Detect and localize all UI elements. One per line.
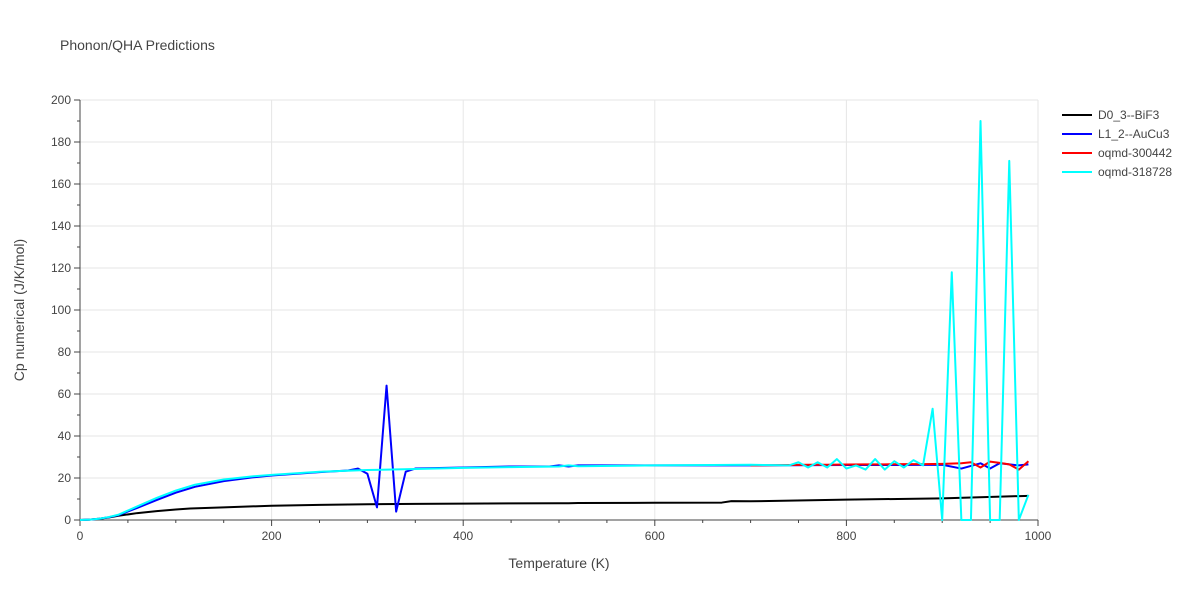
x-tick-label: 200 xyxy=(262,529,282,543)
y-tick-label: 80 xyxy=(58,345,72,359)
x-axis-title: Temperature (K) xyxy=(508,555,609,571)
y-tick-label: 20 xyxy=(58,471,72,485)
grid-layer xyxy=(80,99,1039,520)
y-tick-label: 140 xyxy=(51,219,71,233)
y-tick-label: 100 xyxy=(51,303,71,317)
axes-layer: 0 200 400 600 800 1000 0 20 40 60 80 100 120 140 160 18… xyxy=(51,93,1052,543)
legend-label: L1_2--AuCu3 xyxy=(1098,127,1170,141)
legend: D0_3--BiF3 L1_2--AuCu3 oqmd-300442 oqmd-318… xyxy=(1062,108,1172,179)
y-tick-label: 180 xyxy=(51,135,71,149)
legend-label: oqmd-300442 xyxy=(1098,146,1172,160)
y-tick-label: 60 xyxy=(58,387,72,401)
legend-item-d0-3-bif3[interactable]: D0_3--BiF3 xyxy=(1062,108,1160,122)
legend-item-oqmd-318728[interactable]: oqmd-318728 xyxy=(1062,165,1172,179)
legend-label: oqmd-318728 xyxy=(1098,165,1172,179)
y-axis-title: Cp numerical (J/K/mol) xyxy=(11,239,27,381)
x-tick-label: 800 xyxy=(836,529,856,543)
x-tick-label: 0 xyxy=(77,529,84,543)
y-tick-label: 160 xyxy=(51,177,71,191)
x-tick-label: 1000 xyxy=(1025,529,1052,543)
legend-item-l1-2-aucu3[interactable]: L1_2--AuCu3 xyxy=(1062,127,1170,141)
legend-label: D0_3--BiF3 xyxy=(1098,108,1160,122)
x-tick-label: 600 xyxy=(645,529,665,543)
y-tick-label: 0 xyxy=(64,513,71,527)
chart-title: Phonon/QHA Predictions xyxy=(60,37,215,53)
y-tick-label: 200 xyxy=(51,93,71,107)
series-layer xyxy=(80,120,1030,521)
series-line-oqmd-318728 xyxy=(80,120,1030,521)
series-line-d0-3-bif3 xyxy=(80,494,1029,521)
y-tick-label: 120 xyxy=(51,261,71,275)
y-tick-label: 40 xyxy=(58,429,72,443)
x-tick-label: 400 xyxy=(453,529,473,543)
legend-item-oqmd-300442[interactable]: oqmd-300442 xyxy=(1062,146,1172,160)
